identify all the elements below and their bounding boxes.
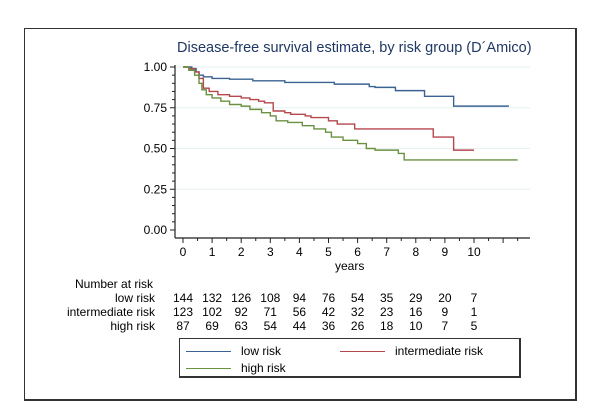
risk-cell: 44: [292, 319, 307, 333]
legend-swatch-low-risk: [186, 350, 231, 352]
risk-row-label: low risk: [114, 291, 155, 305]
series-low-risk: [183, 66, 509, 107]
x-axis-label: years: [335, 259, 365, 273]
legend-item-intermediate-risk: intermediate risk: [340, 344, 483, 358]
risk-cell: 76: [321, 291, 336, 305]
risk-row-label: high risk: [110, 319, 155, 333]
legend-label: low risk: [241, 344, 282, 358]
x-tick-label: 10: [467, 245, 481, 259]
legend-label: intermediate risk: [395, 344, 484, 358]
legend-swatch-intermediate-risk: [340, 350, 385, 352]
risk-cell: 69: [205, 319, 219, 333]
x-tick-label: 5: [325, 245, 332, 259]
risk-cell: 26: [350, 319, 365, 333]
figure-frame: [24, 28, 577, 401]
risk-cell: 32: [350, 305, 365, 319]
risk-cell: 7: [441, 319, 449, 333]
x-tick-label: 8: [412, 245, 419, 259]
risk-cell: 1: [470, 305, 478, 319]
risk-cell: 5: [470, 319, 478, 333]
legend: low risk intermediate risk high risk: [179, 338, 521, 378]
risk-cell: 123: [172, 305, 194, 319]
risk-cell: 54: [350, 291, 365, 305]
risk-cell: 132: [202, 291, 223, 305]
risk-table-heading: Number at risk: [75, 277, 154, 291]
risk-row-label: intermediate risk: [66, 305, 155, 319]
risk-cell: 10: [409, 319, 423, 333]
risk-cell: 36: [321, 319, 336, 333]
risk-cell: 54: [263, 319, 277, 333]
risk-cell: 87: [176, 319, 190, 333]
series-high-risk: [183, 66, 518, 161]
x-tick-label: 7: [383, 245, 390, 259]
x-tick-label: 0: [180, 245, 187, 259]
risk-cell: 102: [202, 305, 223, 319]
y-tick-label: 0.00: [144, 223, 168, 237]
risk-cell: 23: [380, 305, 394, 319]
series-intermediate-risk: [183, 66, 474, 151]
axes: [170, 65, 530, 243]
risk-cell: 94: [292, 291, 307, 305]
risk-cell: 16: [409, 305, 423, 319]
y-tick-label: 0.75: [144, 101, 168, 115]
y-tick-label: 1.00: [144, 60, 168, 74]
risk-cell: 56: [292, 305, 307, 319]
tick-labels: 0.00 0.25 0.50 0.75 1.00 0 1 2 3 4 5 6 7 8 9 10: [144, 60, 481, 259]
legend-swatch-high-risk: [186, 367, 231, 369]
legend-item-low-risk: low risk: [186, 344, 281, 358]
x-tick-label: 2: [238, 245, 245, 259]
risk-cell: 63: [234, 319, 248, 333]
risk-cell: 9: [441, 305, 449, 319]
x-tick-label: 6: [354, 245, 361, 259]
y-tick-label: 0.50: [144, 142, 168, 156]
risk-cell: 92: [234, 305, 248, 319]
risk-cell: 108: [260, 291, 281, 305]
y-tick-label: 0.25: [144, 182, 168, 196]
x-tick-label: 1: [209, 245, 216, 259]
risk-cell: 144: [172, 291, 194, 305]
legend-item-high-risk: high risk: [186, 361, 286, 375]
risk-cell: 18: [380, 319, 394, 333]
risk-cell: 29: [409, 291, 423, 305]
risk-cell: 35: [380, 291, 394, 305]
series-lines: [183, 66, 518, 161]
x-tick-label: 3: [267, 245, 274, 259]
risk-cell: 71: [263, 305, 277, 319]
x-tick-label: 4: [296, 245, 303, 259]
legend-label: high risk: [241, 361, 286, 375]
risk-cell: 7: [470, 291, 478, 305]
x-tick-label: 9: [442, 245, 449, 259]
gridlines: [176, 66, 530, 190]
risk-cell: 126: [231, 291, 252, 305]
chart-title: Disease-free survival estimate, by risk …: [177, 40, 532, 56]
risk-cell: 20: [438, 291, 452, 305]
risk-cell: 42: [321, 305, 336, 319]
